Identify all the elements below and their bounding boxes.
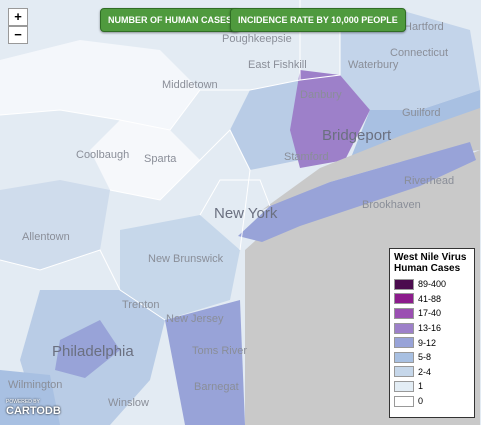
place-label: Connecticut xyxy=(390,47,448,59)
cases-button[interactable]: NUMBER OF HUMAN CASES xyxy=(100,8,241,32)
legend-item: 89-400 xyxy=(394,277,470,292)
legend-swatch xyxy=(394,366,414,378)
place-label: Trenton xyxy=(122,299,160,311)
place-label: Hartford xyxy=(404,21,444,33)
place-label: Waterbury xyxy=(348,59,399,71)
legend-label: 9-12 xyxy=(418,337,437,348)
region xyxy=(0,180,110,270)
legend-swatch xyxy=(394,307,414,319)
legend-label: 0 xyxy=(418,396,424,407)
place-label: Stamford xyxy=(284,151,329,163)
place-label: Barnegat xyxy=(194,381,239,393)
place-label: Winslow xyxy=(108,397,149,409)
long-island xyxy=(238,142,476,242)
place-label: Brookhaven xyxy=(362,199,421,211)
legend-item: 0 xyxy=(394,394,470,409)
logo[interactable]: CARTODB xyxy=(6,405,61,417)
legend-swatch xyxy=(394,322,414,334)
legend-items: 89-400 41-88 17-40 13-16 9-12 5-8 2-4 1 0 xyxy=(394,277,470,408)
region xyxy=(120,215,240,320)
region xyxy=(90,120,200,200)
legend-label: 89-400 xyxy=(418,279,447,290)
place-label: Middletown xyxy=(162,79,218,91)
legend-swatch xyxy=(394,337,414,349)
region xyxy=(290,70,370,168)
border xyxy=(199,179,271,216)
region xyxy=(340,10,480,110)
region xyxy=(0,40,200,130)
place-label: Allentown xyxy=(22,231,70,243)
legend-swatch xyxy=(394,351,414,363)
legend-item: 17-40 xyxy=(394,306,470,321)
place-label: Wilmington xyxy=(8,379,62,391)
legend-label: 5-8 xyxy=(418,352,432,363)
zoom-in[interactable]: + xyxy=(8,8,28,26)
legend-item: 13-16 xyxy=(394,321,470,336)
place-label: New Brunswick xyxy=(148,253,224,265)
place-label: New York xyxy=(214,205,278,222)
legend-swatch xyxy=(394,278,414,290)
place-label: Guilford xyxy=(402,107,441,119)
borders xyxy=(0,0,341,321)
place-label: Riverhead xyxy=(404,175,454,187)
legend-label: 1 xyxy=(418,381,424,392)
place-label: Bridgeport xyxy=(322,127,392,144)
border xyxy=(0,249,166,321)
powered-by: POWERED BY xyxy=(6,399,40,405)
legend-label: 2-4 xyxy=(418,366,432,377)
region xyxy=(55,320,120,378)
legend-title: West Nile Virus Human Cases xyxy=(394,252,467,274)
legend-item: 41-88 xyxy=(394,292,470,307)
legend-item: 5-8 xyxy=(394,350,470,365)
legend: West Nile Virus Human Cases 89-400 41-88 1… xyxy=(389,248,475,418)
place-label: Poughkeepsie xyxy=(222,33,292,45)
place-labels: Hartford Poughkeepsie East Fishkill Wate… xyxy=(8,21,454,409)
border xyxy=(109,129,251,251)
place-label: Coolbaugh xyxy=(76,149,129,161)
legend-label: 13-16 xyxy=(418,323,442,334)
place-label: Philadelphia xyxy=(52,343,134,360)
legend-item: 1 xyxy=(394,379,470,394)
sound xyxy=(262,108,480,210)
legend-swatch xyxy=(394,380,414,392)
legend-swatch xyxy=(394,293,414,305)
border xyxy=(299,0,341,81)
legend-item: 2-4 xyxy=(394,365,470,380)
place-label: East Fishkill xyxy=(248,59,307,71)
border xyxy=(0,79,301,131)
legend-swatch xyxy=(394,395,414,407)
zoom-out[interactable]: − xyxy=(8,26,28,44)
place-label: Toms River xyxy=(192,345,247,357)
legend-item: 9-12 xyxy=(394,335,470,350)
attribution: POWERED BY CARTODB xyxy=(6,399,61,417)
region xyxy=(230,80,300,170)
legend-label: 17-40 xyxy=(418,308,442,319)
legend-label: 41-88 xyxy=(418,293,442,304)
region xyxy=(0,370,60,425)
incidence-button[interactable]: INCIDENCE RATE BY 10,000 PEOPLE xyxy=(230,8,406,32)
place-label: Danbury xyxy=(300,89,342,101)
place-label: New Jersey xyxy=(166,313,224,325)
region xyxy=(350,90,480,160)
place-label: Sparta xyxy=(144,153,177,165)
region xyxy=(165,300,245,425)
